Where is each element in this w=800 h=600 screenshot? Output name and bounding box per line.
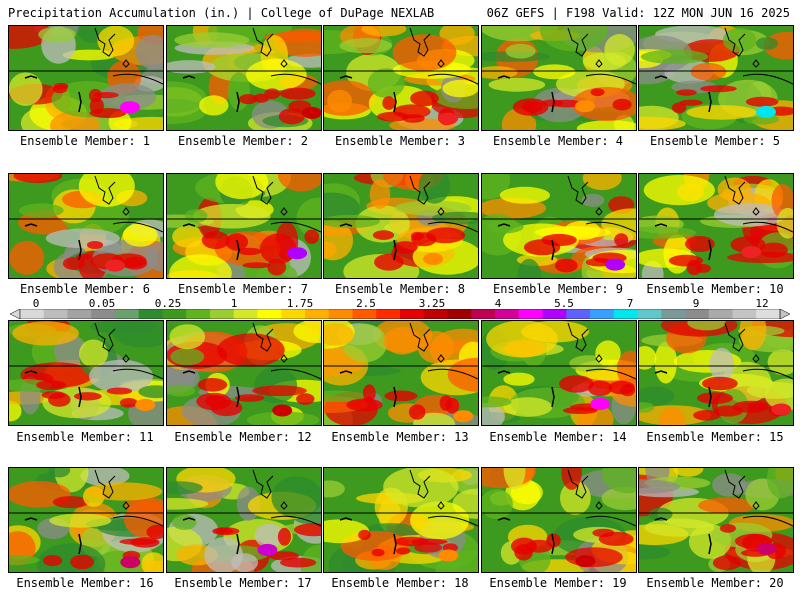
ensemble-map-panel <box>323 467 479 573</box>
colorbar-tick-label: 3.25 <box>418 297 446 310</box>
precip-map <box>639 321 793 425</box>
precip-map <box>167 174 321 278</box>
ensemble-map-panel <box>166 173 322 279</box>
ensemble-map-panel <box>166 320 322 426</box>
ensemble-map-panel <box>638 320 794 426</box>
ensemble-map-panel <box>166 467 322 573</box>
ensemble-map-panel <box>8 320 164 426</box>
colorbar-tick-label: 0 <box>32 297 40 310</box>
ensemble-member-label: Ensemble Member: 10 <box>646 282 784 296</box>
precip-map <box>9 321 163 425</box>
precip-map <box>324 321 478 425</box>
colorbar-tick-label: 12 <box>755 297 769 310</box>
precip-map <box>324 26 478 130</box>
ensemble-member-label: Ensemble Member: 18 <box>331 576 469 590</box>
ensemble-map-panel <box>8 467 164 573</box>
precip-map <box>167 26 321 130</box>
ensemble-map-panel <box>8 173 164 279</box>
ensemble-member-label: Ensemble Member: 16 <box>16 576 154 590</box>
colorbar-tick-label: 1 <box>230 297 238 310</box>
precip-map <box>482 468 636 572</box>
ensemble-map-panel <box>323 173 479 279</box>
ensemble-member-label: Ensemble Member: 11 <box>16 430 154 444</box>
precip-map <box>482 174 636 278</box>
ensemble-map-panel <box>638 25 794 131</box>
ensemble-map-panel <box>481 173 637 279</box>
ensemble-map-panel <box>8 25 164 131</box>
ensemble-member-label: Ensemble Member: 19 <box>489 576 627 590</box>
precip-map <box>167 321 321 425</box>
colorbar-tick-label: 0.05 <box>88 297 116 310</box>
colorbar-tick-label: 4 <box>494 297 502 310</box>
ensemble-member-label: Ensemble Member: 17 <box>174 576 312 590</box>
precip-map <box>324 174 478 278</box>
colorbar-tick-label: 0.25 <box>154 297 182 310</box>
ensemble-map-panel <box>166 25 322 131</box>
ensemble-member-label: Ensemble Member: 14 <box>489 430 627 444</box>
ensemble-member-label: Ensemble Member: 20 <box>646 576 784 590</box>
colorbar-tick-label: 1.75 <box>286 297 314 310</box>
precip-map <box>167 468 321 572</box>
precip-map <box>639 468 793 572</box>
ensemble-member-label: Ensemble Member: 3 <box>334 134 466 148</box>
precip-map <box>482 26 636 130</box>
precip-map <box>639 26 793 130</box>
colorbar-tick-label: 2.5 <box>356 297 376 310</box>
ensemble-member-label: Ensemble Member: 9 <box>492 282 624 296</box>
colorbar-tick-label: 7 <box>626 297 634 310</box>
ensemble-member-label: Ensemble Member: 6 <box>19 282 151 296</box>
ensemble-map-panel <box>481 467 637 573</box>
precip-map <box>324 468 478 572</box>
ensemble-member-label: Ensemble Member: 5 <box>649 134 781 148</box>
ensemble-member-label: Ensemble Member: 2 <box>177 134 309 148</box>
ensemble-member-label: Ensemble Member: 8 <box>334 282 466 296</box>
ensemble-member-label: Ensemble Member: 12 <box>174 430 312 444</box>
ensemble-map-panel <box>481 320 637 426</box>
precip-colorbar <box>10 309 790 319</box>
precip-map <box>9 174 163 278</box>
ensemble-map-panel <box>323 25 479 131</box>
ensemble-map-panel <box>481 25 637 131</box>
ensemble-member-label: Ensemble Member: 4 <box>492 134 624 148</box>
ensemble-map-panel <box>638 467 794 573</box>
ensemble-member-label: Ensemble Member: 1 <box>19 134 151 148</box>
colorbar-tick-label: 5.5 <box>554 297 574 310</box>
model-valid-time: 06Z GEFS | F198 Valid: 12Z MON JUN 16 20… <box>486 6 790 20</box>
precip-map <box>639 174 793 278</box>
ensemble-member-label: Ensemble Member: 7 <box>177 282 309 296</box>
precip-map <box>9 26 163 130</box>
map-title: Precipitation Accumulation (in.) | Colle… <box>8 6 435 20</box>
ensemble-member-label: Ensemble Member: 15 <box>646 430 784 444</box>
ensemble-map-panel <box>638 173 794 279</box>
precip-map <box>9 468 163 572</box>
ensemble-map-panel <box>323 320 479 426</box>
precip-map <box>482 321 636 425</box>
ensemble-member-label: Ensemble Member: 13 <box>331 430 469 444</box>
colorbar-tick-label: 9 <box>692 297 700 310</box>
